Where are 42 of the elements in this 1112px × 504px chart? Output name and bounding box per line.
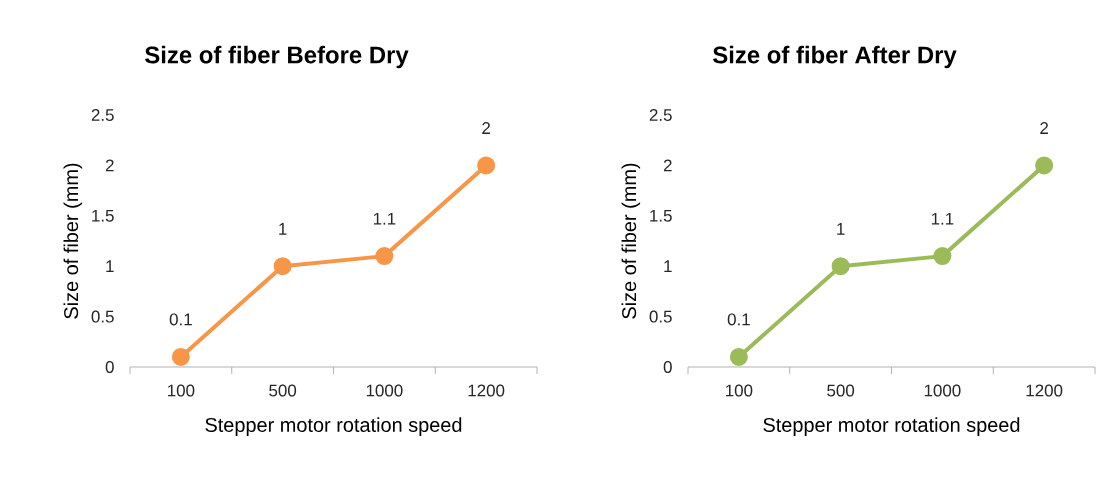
data-label: 2 [482,122,490,134]
point [729,347,748,366]
y-axis-title: Size of fiber (mm) [63,163,83,319]
point [933,247,952,266]
point [171,347,190,366]
x-tick-label: 1000 [366,384,403,397]
x-tick-label: 1200 [468,384,505,397]
x-tick-label: 100 [168,384,195,397]
chart-title: Size of fiber After Dry [712,45,957,69]
data-label: 2 [1040,122,1048,134]
y-tick-label: 2.5 [91,109,114,121]
x-tick-label: 1200 [1026,384,1063,397]
x-tick-label: 100 [726,384,753,397]
point [477,156,496,175]
data-label: 1 [837,223,845,235]
x-axis-title: Stepper motor rotation speed [205,417,462,436]
data-label: 1.1 [931,212,954,225]
y-tick-label: 1.5 [650,209,672,222]
y-tick-label: 1 [106,260,114,273]
x-tick-label: 1000 [924,384,961,397]
y-tick-label: 1 [664,260,672,273]
data-label: 0.1 [169,313,192,326]
point [273,257,292,276]
y-tick-label: 2.5 [649,109,672,121]
point [1035,156,1054,175]
y-tick-label: 0 [105,361,114,373]
y-tick-label: 1.5 [92,209,114,222]
x-axis-title: Stepper motor rotation speed [763,417,1020,436]
x-tick-label: 500 [827,384,855,397]
y-tick-label: 0.5 [649,310,672,323]
point [831,257,850,276]
data-label: 0.1 [727,313,750,326]
y-tick-label: 2 [663,159,672,172]
y-axis-title: Size of fiber (mm) [621,163,641,319]
point [375,247,394,266]
x-tick-label: 500 [269,384,297,397]
data-label: 1 [279,223,287,235]
y-tick-label: 0.5 [91,310,114,323]
y-tick-label: 0 [663,361,672,373]
chart-title: Size of fiber Before Dry [145,45,409,69]
data-label: 1.1 [373,212,396,225]
y-tick-label: 2 [105,159,114,172]
